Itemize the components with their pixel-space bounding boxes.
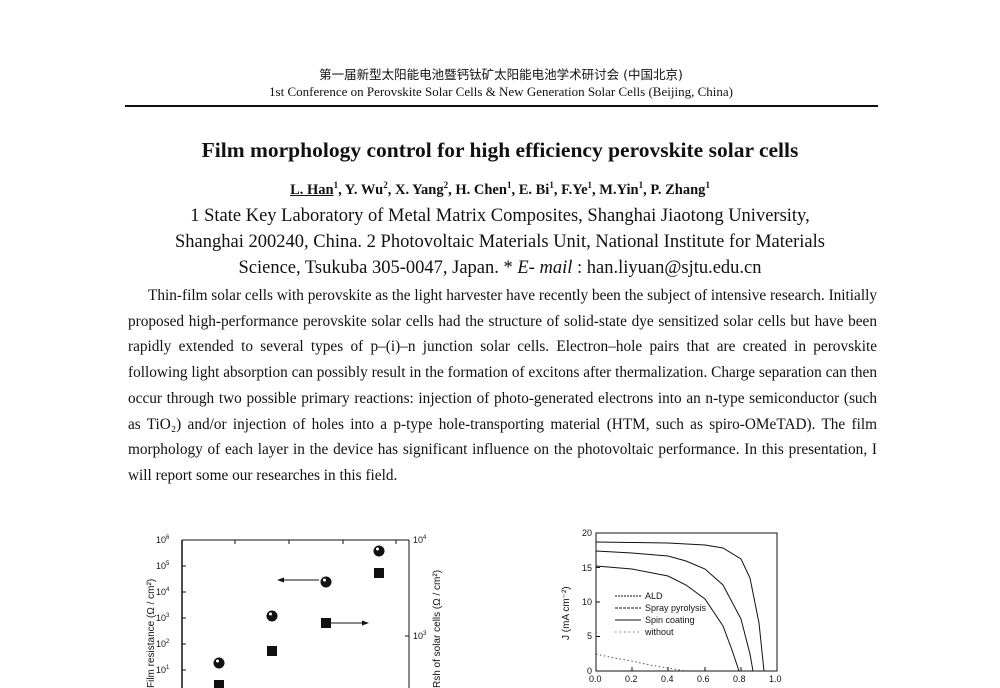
curve-spray — [595, 550, 754, 672]
author-name: E. Bi — [518, 181, 550, 198]
jv-y-label: J (mA cm⁻²) — [561, 586, 572, 640]
author-affil-sup: 1 — [549, 180, 554, 190]
curve-ald — [595, 541, 765, 672]
svg-text:ALD: ALD — [645, 591, 663, 601]
email-label: E- mail — [517, 258, 573, 278]
abstract-paragraph: Thin-film solar cells with perovskite as… — [128, 287, 877, 484]
affiliations: 1 State Key Laboratory of Metal Matrix C… — [100, 203, 900, 281]
author-name: L. Han — [290, 181, 334, 198]
svg-text:101: 101 — [156, 665, 170, 675]
right-y-label: Rsh of solar cells (Ω / cm²) — [432, 570, 443, 688]
author-name: P. Zhang — [650, 181, 706, 198]
affiliation-line: Science, Tsukuba 305-0047, Japan. * E- m… — [100, 255, 900, 281]
svg-text:0.8: 0.8 — [733, 674, 746, 684]
axis-arrows — [277, 577, 369, 626]
resistance-chart-svg: 106 105 104 103 102 101 104 103 Film res… — [146, 535, 443, 688]
abstract: Thin-film solar cells with perovskite as… — [128, 283, 877, 489]
jv-legend: ALD Spray pyrolysis Spin coating without — [615, 591, 707, 637]
affiliation-text: Science, Tsukuba 305-0047, Japan. * — [238, 258, 518, 278]
affiliation-line: 1 State Key Laboratory of Metal Matrix C… — [190, 206, 810, 226]
svg-text:0.4: 0.4 — [661, 674, 674, 684]
svg-text:0: 0 — [587, 666, 592, 676]
left-y-label: Film resistance (Ω / cm²) — [146, 579, 157, 688]
curve-spin — [595, 565, 740, 672]
author-name: F.Ye — [561, 181, 588, 198]
svg-text:20: 20 — [582, 528, 592, 538]
paper-title: Film morphology control for high efficie… — [201, 138, 799, 162]
svg-text:10: 10 — [582, 597, 592, 607]
resistance-chart: 106 105 104 103 102 101 104 103 Film res… — [140, 528, 470, 688]
author-affil-sup: 1 — [705, 180, 710, 190]
svg-text:102: 102 — [156, 639, 170, 649]
svg-text:104: 104 — [413, 535, 427, 545]
author-list: L. Han1, Y. Wu2, X. Yang2, H. Chen1, E. … — [290, 180, 710, 198]
svg-text:0.6: 0.6 — [697, 674, 710, 684]
email-address: : han.liyuan@sjtu.edu.cn — [572, 258, 762, 278]
conference-title-en: 1st Conference on Perovskite Solar Cells… — [269, 84, 733, 99]
author-affil-sup: 2 — [383, 180, 388, 190]
conference-title-cn: 第一届新型太阳能电池暨钙钛矿太阳能电池学术研讨会 (中国北京) — [319, 67, 683, 82]
svg-text:without: without — [644, 627, 674, 637]
author-affil-sup: 2 — [443, 180, 449, 190]
header-rule — [125, 105, 878, 107]
svg-text:104: 104 — [156, 587, 170, 597]
svg-text:5: 5 — [587, 631, 592, 641]
film-resistance-points — [213, 545, 385, 669]
jv-x-ticks: 0.0 0.2 0.4 0.6 0.8 1.0 — [589, 667, 782, 684]
svg-text:1.0: 1.0 — [769, 674, 782, 684]
svg-text:103: 103 — [413, 631, 427, 641]
right-y-ticks: 104 103 — [405, 535, 427, 641]
svg-text:0.0: 0.0 — [589, 674, 602, 684]
jv-y-ticks: 20 15 10 5 0 — [582, 528, 600, 676]
author-affil-sup: 1 — [587, 180, 593, 190]
affiliation-line: Shanghai 200240, China. 2 Photovoltaic M… — [175, 232, 825, 252]
conference-header: 第一届新型太阳能电池暨钙钛矿太阳能电池学术研讨会 (中国北京) 1st Conf… — [125, 66, 877, 100]
rsh-points — [214, 568, 384, 688]
svg-text:15: 15 — [582, 563, 592, 573]
author-name: Y. Wu — [344, 181, 384, 198]
left-y-ticks: 106 105 104 103 102 101 — [156, 535, 186, 675]
author-affil-sup: 1 — [638, 180, 644, 190]
jv-chart: 20 15 10 5 0 0.0 0.2 0.4 0.6 0.8 1.0 J (… — [555, 528, 805, 684]
svg-text:103: 103 — [156, 613, 170, 623]
author-affil-sup: 1 — [333, 180, 339, 190]
svg-text:0.2: 0.2 — [625, 674, 638, 684]
svg-text:106: 106 — [156, 535, 170, 545]
jv-chart-svg: 20 15 10 5 0 0.0 0.2 0.4 0.6 0.8 1.0 J (… — [561, 528, 782, 684]
svg-text:Spin coating: Spin coating — [645, 615, 695, 625]
author-name: X. Yang — [394, 181, 444, 198]
author-name: H. Chen — [455, 181, 507, 198]
author-name: M.Yin — [599, 181, 639, 198]
author-affil-sup: 1 — [506, 180, 512, 190]
svg-text:Spray pyrolysis: Spray pyrolysis — [645, 603, 707, 613]
svg-text:105: 105 — [156, 561, 170, 571]
curve-without — [595, 653, 687, 672]
